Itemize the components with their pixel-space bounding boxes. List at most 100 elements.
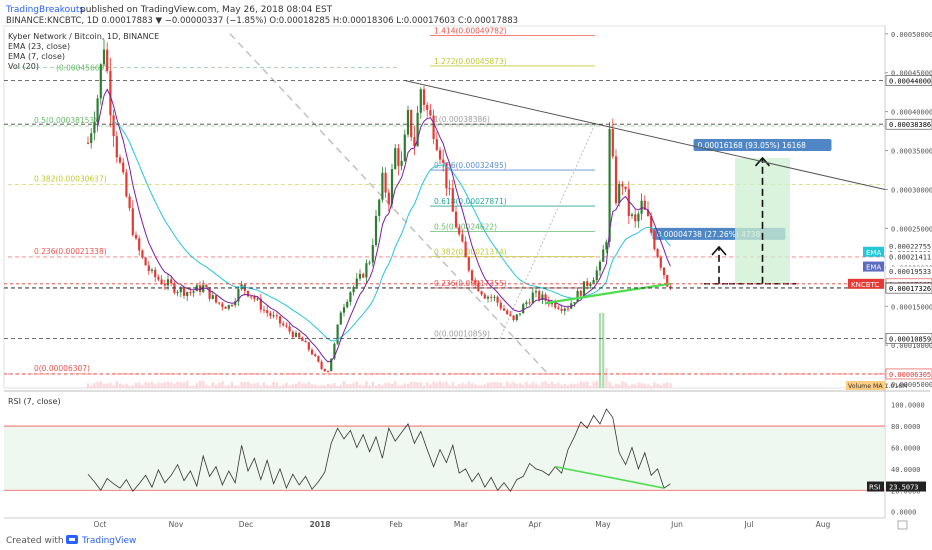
volume-bar — [531, 382, 534, 388]
candle-body — [307, 342, 310, 350]
candle-body — [160, 279, 163, 284]
fib-trend-line — [499, 123, 596, 339]
price-axis-label: 0.00010000 — [891, 342, 932, 350]
candle-body — [224, 306, 227, 309]
candle-body — [186, 292, 189, 296]
rsi-line — [87, 408, 671, 493]
price-axis-label: 0.00035000 — [891, 148, 932, 156]
candle-body — [397, 148, 400, 166]
volume-bar — [422, 385, 426, 388]
fib-right-label: 1.414(0.00049782) — [434, 26, 507, 35]
volume-bar — [134, 382, 138, 388]
candle-body — [445, 162, 448, 189]
footer-brand[interactable]: TradingView — [81, 536, 136, 546]
candle-body — [365, 263, 368, 278]
rsi-axis-label: 60.0000 — [891, 444, 921, 452]
volume-bar — [208, 385, 211, 388]
volume-bar — [550, 381, 554, 388]
volume-bar — [346, 384, 349, 388]
volume-bar — [470, 383, 474, 388]
published-info: published on TradingView.com, May 26, 20… — [80, 5, 333, 15]
volume-bar — [176, 381, 179, 388]
volume-bar — [464, 384, 467, 388]
volume-bar — [154, 384, 157, 388]
projection-arrow-head — [711, 245, 727, 256]
volume-bar — [112, 385, 115, 388]
candle-body — [592, 279, 595, 284]
candle-body — [336, 324, 339, 344]
volume-bar — [310, 384, 314, 388]
volume-bar — [192, 385, 195, 388]
volume-bar — [605, 368, 608, 388]
volume-bar — [432, 381, 435, 388]
time-axis-label: Aug — [816, 520, 831, 529]
volume-bar — [166, 381, 170, 388]
volume-bar — [461, 383, 464, 388]
volume-bar — [454, 385, 458, 388]
volume-bar — [147, 382, 150, 388]
candle-body — [288, 326, 291, 332]
candle-body — [317, 356, 320, 362]
candle-body — [355, 278, 358, 287]
volume-bar — [669, 383, 672, 388]
time-axis-label: Jul — [743, 520, 753, 529]
candle-body — [662, 267, 666, 276]
price-tag-box — [885, 368, 932, 380]
candle-body — [515, 314, 518, 320]
volume-bar — [365, 381, 368, 388]
candle-body — [352, 286, 355, 293]
candle-body — [566, 308, 570, 310]
volume-bar — [598, 313, 602, 388]
volume-bar — [301, 383, 304, 388]
volume-bar — [374, 385, 378, 388]
volume-bar — [435, 382, 438, 388]
volume-bar — [294, 383, 298, 388]
rsi-side-tag-label: RSI — [869, 484, 880, 492]
candle-body — [422, 89, 426, 105]
candle-body — [666, 275, 669, 287]
side-tag-box — [863, 246, 884, 257]
volume-bar — [397, 385, 400, 388]
candle-body — [112, 115, 115, 137]
settings-gear-icon[interactable] — [897, 520, 908, 530]
candle-body — [544, 294, 547, 301]
volume-bar — [352, 382, 355, 388]
candle-body — [106, 49, 109, 72]
legend-ema-23: EMA (23, close) — [8, 42, 70, 51]
candle-body — [170, 279, 173, 284]
candle-body — [490, 296, 493, 298]
candle-body — [294, 332, 298, 337]
publisher-name[interactable]: TradingBreakouts — [5, 5, 84, 15]
candle-body — [560, 308, 563, 311]
volume-bar — [637, 382, 640, 388]
candle-body — [458, 227, 461, 235]
volume-bar — [608, 382, 611, 388]
candle-body — [211, 295, 214, 299]
volume-bar — [186, 381, 189, 388]
candle-body — [272, 315, 275, 317]
volume-bar — [336, 385, 339, 388]
candle-body — [246, 290, 250, 297]
candle-body — [563, 308, 566, 311]
volume-bar — [102, 383, 106, 388]
price-axis-label: 0.00030000 — [891, 186, 932, 194]
volume-bar — [614, 383, 618, 388]
volume-bar — [448, 385, 451, 388]
tradingview-logo-icon — [66, 535, 78, 544]
candle-body — [342, 307, 346, 313]
volume-bar — [579, 381, 582, 388]
volume-bar — [173, 384, 176, 388]
volume-bar — [288, 385, 291, 388]
candle-body — [413, 137, 416, 147]
candle-body — [435, 139, 438, 151]
volume-bar — [390, 383, 394, 388]
rsi-title: RSI (7, close) — [8, 397, 61, 406]
price-tag-box — [885, 118, 932, 130]
candle-body — [333, 343, 336, 359]
candle-body — [122, 162, 125, 173]
fib-left-label: 0(0.00006307) — [34, 364, 90, 373]
candle-body — [102, 49, 106, 65]
footer-created-with: Created with — [6, 536, 64, 546]
price-tag-label: 0.00038386 — [889, 121, 931, 129]
volume-bar — [486, 382, 490, 388]
